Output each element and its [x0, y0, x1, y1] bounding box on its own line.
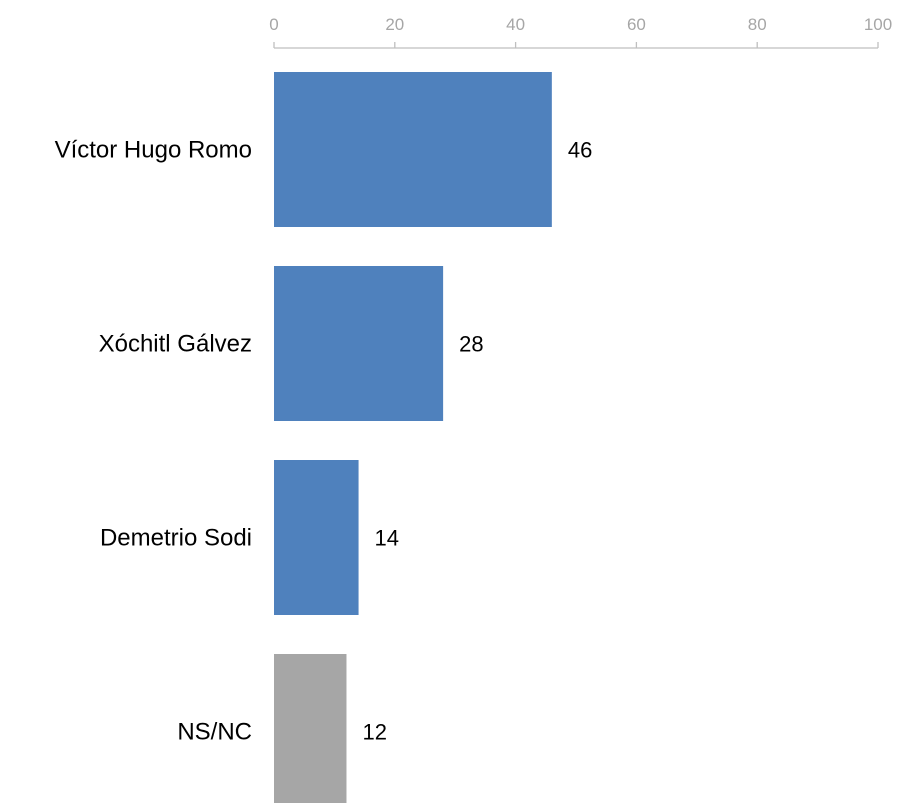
bar — [274, 266, 444, 421]
x-tick-label: 0 — [269, 15, 278, 34]
category-label: NS/NC — [177, 719, 252, 746]
bar — [274, 72, 552, 227]
category-labels: Víctor Hugo Romo Xóchitl Gálvez Demetrio S… — [55, 137, 252, 746]
bar — [274, 654, 347, 803]
category-label: Demetrio Sodi — [100, 525, 252, 552]
bar — [274, 460, 359, 615]
x-axis: 0 20 40 60 80 100 — [269, 15, 892, 49]
x-tick-label: 60 — [627, 15, 646, 34]
x-tick-label: 100 — [864, 15, 892, 34]
x-tick-label: 40 — [506, 15, 525, 34]
value-label: 28 — [459, 332, 483, 357]
bars — [274, 72, 552, 803]
category-label: Xóchitl Gálvez — [99, 331, 252, 358]
value-label: 12 — [362, 720, 386, 745]
value-labels: 46 28 14 12 — [362, 138, 592, 745]
value-label: 46 — [568, 138, 592, 163]
value-label: 14 — [375, 526, 399, 551]
category-label: Víctor Hugo Romo — [55, 137, 252, 164]
x-tick-label: 20 — [385, 15, 404, 34]
x-tick-label: 80 — [748, 15, 767, 34]
